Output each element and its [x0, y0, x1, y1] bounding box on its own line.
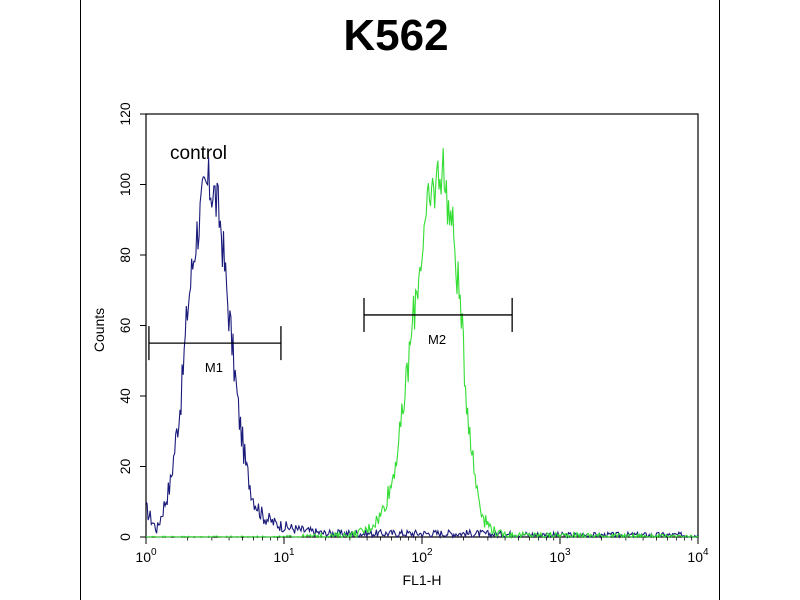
marker-label: M2	[428, 332, 446, 347]
y-tick-label: 80	[117, 247, 133, 263]
figure-frame	[80, 0, 720, 600]
y-axis: 0 20 40 60 80 100 120	[117, 102, 146, 541]
gate-markers: M1 M2	[148, 297, 513, 375]
x-tick-label: 104	[687, 547, 709, 565]
x-tick-label: 101	[273, 547, 295, 565]
histogram-series	[145, 148, 699, 540]
y-tick-label: 100	[117, 173, 133, 197]
y-tick-label: 120	[117, 102, 133, 126]
x-tick-label: 100	[135, 547, 157, 565]
series-line-1	[145, 157, 699, 540]
chart-title: K562	[343, 11, 448, 60]
x-axis: 100 101 102 103 104	[135, 537, 709, 565]
x-axis-label: FL1-H	[403, 572, 442, 588]
marker-label: M1	[205, 360, 223, 375]
y-tick-label: 20	[117, 459, 133, 475]
y-axis-label: Counts	[91, 308, 107, 352]
x-tick-label: 102	[411, 547, 433, 565]
series-line-2	[145, 148, 699, 540]
y-tick-label: 40	[117, 388, 133, 404]
control-annotation: control	[170, 143, 227, 164]
y-tick-label: 0	[117, 533, 133, 541]
y-tick-label: 60	[117, 318, 133, 334]
x-tick-label: 103	[549, 547, 571, 565]
